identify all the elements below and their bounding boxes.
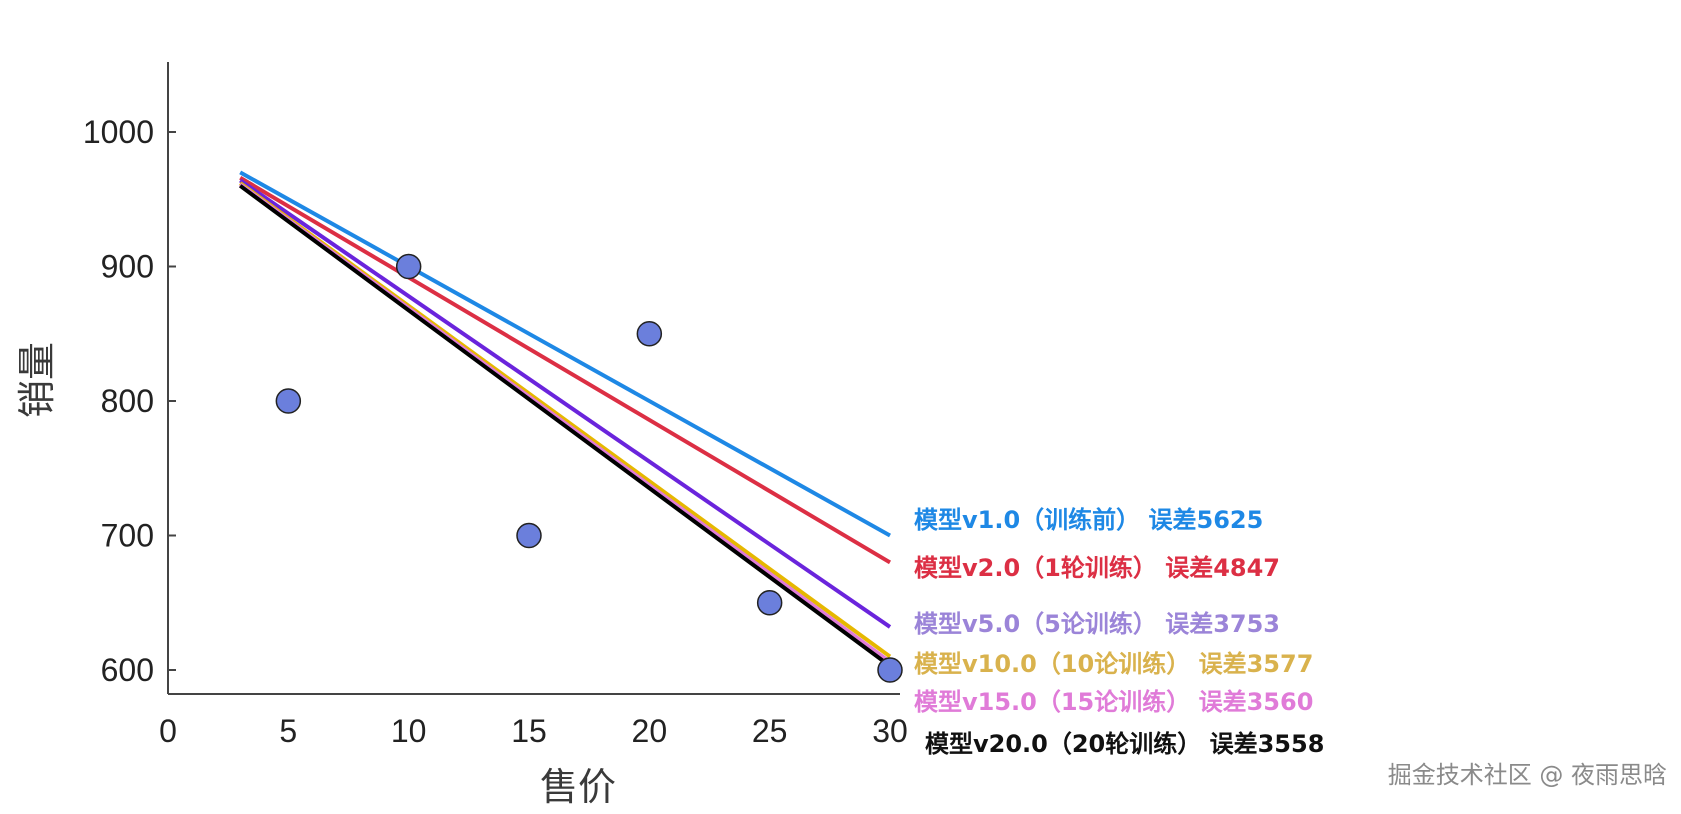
watermark: 掘金技术社区 @ 夜雨思晗 — [1387, 761, 1667, 789]
legend-label: 模型v15.0（15论训练） 误差3560 — [914, 688, 1313, 716]
x-tick-label: 5 — [279, 713, 297, 749]
x-tick-label: 20 — [632, 713, 668, 749]
y-tick-label: 700 — [101, 518, 154, 554]
data-point — [516, 522, 542, 549]
legend-label: 模型v10.0（10论训练） 误差3577 — [914, 650, 1313, 678]
x-tick-label: 25 — [752, 713, 788, 749]
ticks: 0 5 10 15 20 25 30 600 700 800 900 1000 — [83, 114, 908, 749]
y-tick-label: 900 — [101, 249, 154, 285]
data-point — [636, 321, 663, 347]
data-point — [395, 253, 422, 280]
series-line-6 — [239, 184, 892, 668]
legend-label: 模型v2.0（1轮训练） 误差4847 — [914, 554, 1280, 582]
y-tick-label: 1000 — [83, 114, 154, 150]
series-line-1 — [239, 170, 891, 538]
series-line-3 — [239, 178, 892, 629]
x-tick-label: 10 — [391, 713, 427, 749]
series-lines — [239, 170, 892, 668]
legend: 模型v1.0（训练前） 误差5625 模型v2.0（1轮训练） 误差4847 模型v… — [914, 506, 1324, 758]
data-point — [756, 590, 783, 616]
x-tick-label: 0 — [159, 713, 177, 749]
x-axis-title: 售价 — [540, 765, 616, 809]
x-tick-label: 15 — [511, 713, 547, 749]
y-tick-label: 600 — [101, 652, 154, 688]
y-axis-title: 销量 — [15, 342, 59, 418]
x-tick-label: 30 — [872, 713, 908, 749]
y-tick-label: 800 — [101, 383, 154, 419]
data-point — [877, 657, 903, 683]
data-points — [275, 253, 903, 683]
data-point — [275, 388, 302, 414]
axes — [167, 62, 900, 695]
legend-label: 模型v20.0（20轮训练） 误差3558 — [925, 730, 1324, 758]
legend-label: 模型v5.0（5论训练） 误差3753 — [914, 610, 1280, 638]
legend-label: 模型v1.0（训练前） 误差5625 — [914, 506, 1263, 534]
series-line-2 — [239, 176, 892, 565]
